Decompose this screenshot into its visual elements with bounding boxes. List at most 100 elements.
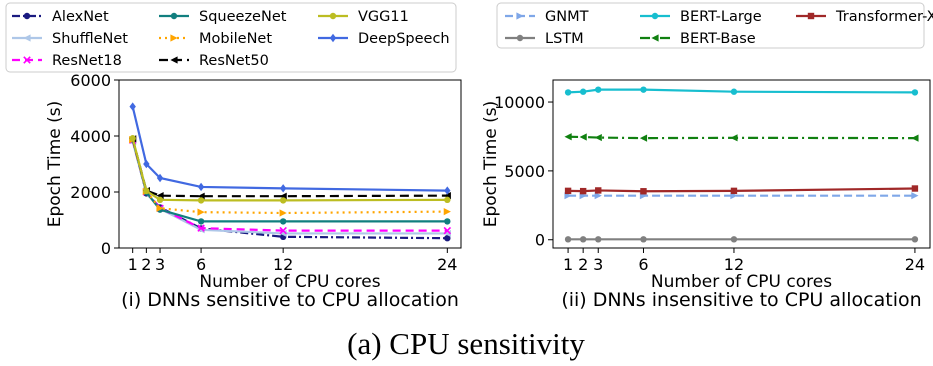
- legend-marker: [170, 12, 178, 20]
- legend-label: BERT-Large: [680, 9, 762, 25]
- x-tick-label: 6: [638, 255, 648, 274]
- data-point: [197, 197, 205, 204]
- plot-frame: [552, 79, 931, 249]
- panel-subtitle: (ii) DNNs insensitive to CPU allocation: [561, 289, 921, 311]
- figure-caption: (a) CPU sensitivity: [347, 326, 585, 361]
- series-line-bert-large: [568, 88, 915, 94]
- data-point: [197, 182, 205, 192]
- series-line-transformer-xl: [568, 187, 915, 193]
- data-point: [443, 226, 452, 235]
- plot-frame: [118, 79, 462, 249]
- data-point: [197, 224, 205, 232]
- x-tick-label: 3: [155, 255, 165, 274]
- x-tick-label: 12: [724, 255, 744, 274]
- legend-label: SqueezeNet: [199, 9, 287, 25]
- data-point: [564, 236, 572, 243]
- data-point: [564, 89, 572, 96]
- data-point: [579, 133, 587, 141]
- data-point: [730, 236, 738, 243]
- x-tick-label: 2: [141, 255, 151, 274]
- data-point: [594, 192, 602, 200]
- data-point: [564, 133, 572, 141]
- legend-label: LSTM: [545, 31, 584, 47]
- legend-marker: [170, 56, 178, 64]
- data-point: [730, 134, 738, 142]
- legend-marker: [807, 12, 815, 20]
- legend-marker: [651, 12, 659, 20]
- data-point: [579, 236, 587, 243]
- legend-marker: [651, 34, 659, 42]
- legend-label: Transformer-XL: [835, 9, 933, 25]
- data-point: [564, 187, 572, 195]
- legend-marker: [329, 12, 337, 20]
- data-point: [197, 208, 205, 216]
- data-point: [640, 236, 647, 243]
- data-point: [911, 236, 919, 243]
- y-axis-label: Epoch Time (s): [45, 101, 65, 228]
- series-line-deepspeech: [131, 106, 448, 192]
- legend-label: AlexNet: [52, 9, 109, 25]
- legend-label: DeepSpeech: [358, 31, 450, 47]
- series-line-mobilenet: [131, 139, 448, 215]
- legend-marker: [23, 56, 31, 64]
- y-tick-label: 2000: [70, 183, 111, 202]
- data-point: [143, 159, 150, 169]
- series-line-vgg11: [131, 137, 448, 202]
- data-point: [730, 88, 738, 95]
- y-tick-label: 6000: [70, 71, 111, 90]
- data-point: [911, 185, 919, 192]
- data-point: [279, 218, 287, 225]
- data-point: [129, 135, 136, 142]
- data-point: [595, 187, 602, 194]
- data-point: [911, 134, 919, 142]
- data-point: [579, 187, 587, 195]
- legend-box: [496, 2, 925, 49]
- y-tick-label: 0: [535, 231, 545, 250]
- data-point: [279, 209, 287, 217]
- legend-marker: [23, 12, 31, 20]
- legend-marker: [170, 34, 178, 42]
- x-tick-label: 6: [196, 255, 206, 274]
- legend-label: MobileNet: [199, 31, 272, 47]
- data-point: [444, 235, 451, 242]
- data-point: [197, 218, 205, 225]
- data-point: [143, 187, 150, 195]
- x-tick-label: 2: [578, 255, 588, 274]
- data-point: [640, 86, 647, 93]
- data-point: [579, 88, 587, 95]
- y-tick-label: 0: [101, 239, 111, 258]
- legend-marker: [516, 12, 524, 20]
- data-point: [279, 184, 287, 193]
- data-point: [595, 236, 602, 243]
- legend-label: BERT-Base: [680, 31, 756, 47]
- legend-label: ShuffleNet: [52, 31, 128, 47]
- x-tick-label: 1: [563, 255, 573, 274]
- data-point: [443, 208, 451, 216]
- legend-label: GNMT: [545, 9, 589, 25]
- data-point: [444, 218, 451, 225]
- data-point: [730, 187, 738, 195]
- x-tick-label: 24: [437, 255, 457, 274]
- x-tick-label: 24: [905, 255, 925, 274]
- legend-label: ResNet50: [199, 53, 269, 69]
- data-point: [640, 188, 647, 195]
- legend-label: VGG11: [358, 9, 409, 25]
- data-point: [156, 173, 164, 183]
- data-point: [444, 196, 451, 204]
- data-point: [129, 102, 136, 111]
- y-axis-label: Epoch Time (s): [481, 101, 501, 228]
- x-axis-label: Number of CPU cores: [199, 272, 380, 292]
- data-point: [594, 133, 602, 142]
- legend-label: ResNet18: [52, 53, 122, 69]
- legend-marker: [23, 34, 31, 42]
- series-line-resnet18: [131, 139, 448, 232]
- legend-marker: [516, 34, 524, 42]
- x-tick-label: 1: [128, 255, 138, 274]
- data-point: [279, 226, 287, 235]
- y-tick-label: 5000: [504, 162, 545, 181]
- y-tick-label: 4000: [70, 127, 111, 146]
- data-point: [911, 192, 919, 200]
